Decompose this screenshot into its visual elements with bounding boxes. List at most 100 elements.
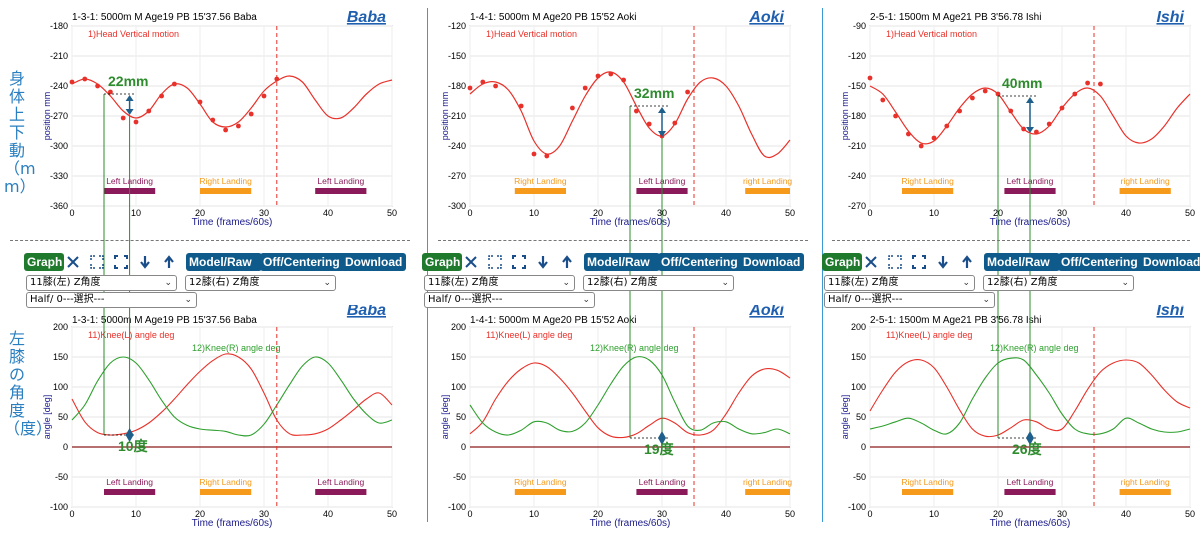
head-data-point	[480, 79, 486, 85]
select-knee-left[interactable]: 11膝(左) Z角度 ⌄	[824, 275, 975, 291]
graph-button[interactable]: Graph	[24, 253, 64, 271]
graph-button[interactable]: Graph	[822, 253, 862, 271]
landing-bar-right	[514, 489, 566, 495]
select-knee-right[interactable]: 12膝(右) Z角度 ⌄	[983, 275, 1134, 291]
arrow-up-icon[interactable]	[160, 253, 178, 271]
top-ytick-label: -120	[448, 21, 466, 31]
arrow-up-icon[interactable]	[558, 253, 576, 271]
bottom-ytick-label: 100	[53, 382, 68, 392]
download-button[interactable]: Download	[342, 253, 406, 271]
off-centering-button[interactable]: Off/Centering	[1058, 253, 1150, 271]
head-data-point	[608, 71, 614, 77]
landing-label: Right Landing	[514, 176, 567, 186]
bottom-ytick-label: -50	[853, 472, 866, 482]
bottom-xtick-label: 10	[529, 509, 539, 519]
head-data-point	[1034, 129, 1039, 135]
top-xlabel: Time (frames/60s)	[590, 217, 671, 228]
expand-icon[interactable]	[486, 253, 504, 271]
chevron-down-icon: ⌄	[1121, 278, 1129, 288]
chart-header: 2-5-1: 1500m M Age21 PB 3'56.78 Ishi	[870, 315, 1041, 326]
graph-button[interactable]: Graph	[422, 253, 462, 271]
fit-icon[interactable]	[510, 253, 528, 271]
download-button[interactable]: Download	[1140, 253, 1200, 271]
top-ytick-label: -330	[50, 171, 68, 181]
download-button[interactable]: Download	[740, 253, 804, 271]
landing-bar-left	[104, 489, 156, 495]
section-separator	[832, 240, 1190, 241]
select-half[interactable]: Half/ 0---選択--- ⌄	[26, 292, 197, 308]
expand-icon[interactable]	[886, 253, 904, 271]
head-data-point	[146, 108, 152, 114]
head-data-point	[261, 93, 267, 99]
landing-bar-left	[104, 188, 156, 194]
bottom-ylabel: angle [deg]	[440, 395, 450, 440]
off-centering-button[interactable]: Off/Centering	[260, 253, 352, 271]
bottom-ytick-label: -50	[453, 472, 466, 482]
top-ytick-label: -180	[848, 111, 866, 121]
top-xtick-label: 0	[69, 208, 74, 218]
head-data-point	[970, 95, 975, 101]
model-raw-button[interactable]: Model/Raw	[584, 253, 660, 271]
top-xtick-label: 40	[721, 208, 731, 218]
close-icon[interactable]	[862, 253, 880, 271]
top-ylabel: position mm	[840, 92, 850, 141]
bottom-xtick-label: 10	[131, 509, 141, 519]
arrow-down-icon[interactable]	[136, 253, 154, 271]
top-ytick-label: -240	[50, 81, 68, 91]
select-knee-right[interactable]: 12膝(右) Z角度 ⌄	[185, 275, 336, 291]
top-ytick-label: -150	[448, 51, 466, 61]
head-data-point	[518, 103, 524, 109]
bottom-ylabel: angle [deg]	[42, 395, 52, 440]
head-data-point	[1059, 105, 1065, 111]
arrow-down-icon[interactable]	[534, 253, 552, 271]
landing-label: right Landing	[743, 477, 792, 487]
section-separator	[438, 240, 808, 241]
landing-label: Left Landing	[639, 176, 686, 186]
head-data-point	[1085, 80, 1090, 86]
head-data-point	[957, 108, 962, 114]
chart-top-baba: 1-3-1: 5000m M Age19 PB 15'37.56 Baba Bab…	[42, 9, 397, 228]
bottom-xtick-label: 40	[721, 509, 731, 519]
landing-label: Right Landing	[514, 477, 567, 487]
top-ytick-label: -180	[448, 81, 466, 91]
close-icon[interactable]	[462, 253, 480, 271]
athlete-name-label: Aoki	[748, 305, 784, 319]
top-ytick-label: -210	[848, 141, 866, 151]
select-knee-left[interactable]: 11膝(左) Z角度 ⌄	[26, 275, 177, 291]
landing-bar-right	[1119, 489, 1171, 495]
arrow-up-icon[interactable]	[958, 253, 976, 271]
landing-bar-left	[1004, 489, 1056, 495]
athlete-name-label: Baba	[347, 9, 386, 26]
arrow-down-icon[interactable]	[934, 253, 952, 271]
head-data-point	[159, 93, 164, 99]
landing-label: right Landing	[743, 176, 792, 186]
series-label-head: 1)Head Vertical motion	[486, 29, 577, 39]
select-half[interactable]: Half/ 0---選択--- ⌄	[824, 292, 995, 308]
head-data-point	[95, 83, 100, 89]
expand-icon[interactable]	[88, 253, 106, 271]
select-knee-left[interactable]: 11膝(左) Z角度 ⌄	[424, 275, 575, 291]
select-knee-right[interactable]: 12膝(右) Z角度 ⌄	[583, 275, 734, 291]
top-xtick-label: 10	[929, 208, 939, 218]
vertical-label-top: 身体上下動（mm）	[4, 69, 36, 196]
bottom-xtick-label: 20	[195, 509, 205, 519]
landing-label: Left Landing	[1007, 477, 1054, 487]
fit-icon[interactable]	[910, 253, 928, 271]
series-label-knee-right: 12)Knee(R) angle deg	[192, 343, 281, 353]
head-data-point	[995, 91, 1001, 97]
head-data-point	[944, 123, 950, 129]
head-data-point	[133, 119, 139, 125]
series-label-knee-left: 11)Knee(L) angle deg	[88, 330, 174, 340]
off-centering-button[interactable]: Off/Centering	[658, 253, 750, 271]
head-data-point	[493, 83, 498, 89]
model-raw-button[interactable]: Model/Raw	[984, 253, 1060, 271]
fit-icon[interactable]	[112, 253, 130, 271]
head-data-point	[982, 88, 988, 94]
model-raw-button[interactable]: Model/Raw	[186, 253, 262, 271]
close-icon[interactable]	[64, 253, 82, 271]
athlete-name-label: Baba	[347, 305, 386, 319]
head-data-point	[108, 89, 113, 95]
landing-bar-right	[200, 489, 252, 495]
select-half[interactable]: Half/ 0---選択--- ⌄	[424, 292, 595, 308]
top-ytick-label: -360	[50, 201, 68, 211]
